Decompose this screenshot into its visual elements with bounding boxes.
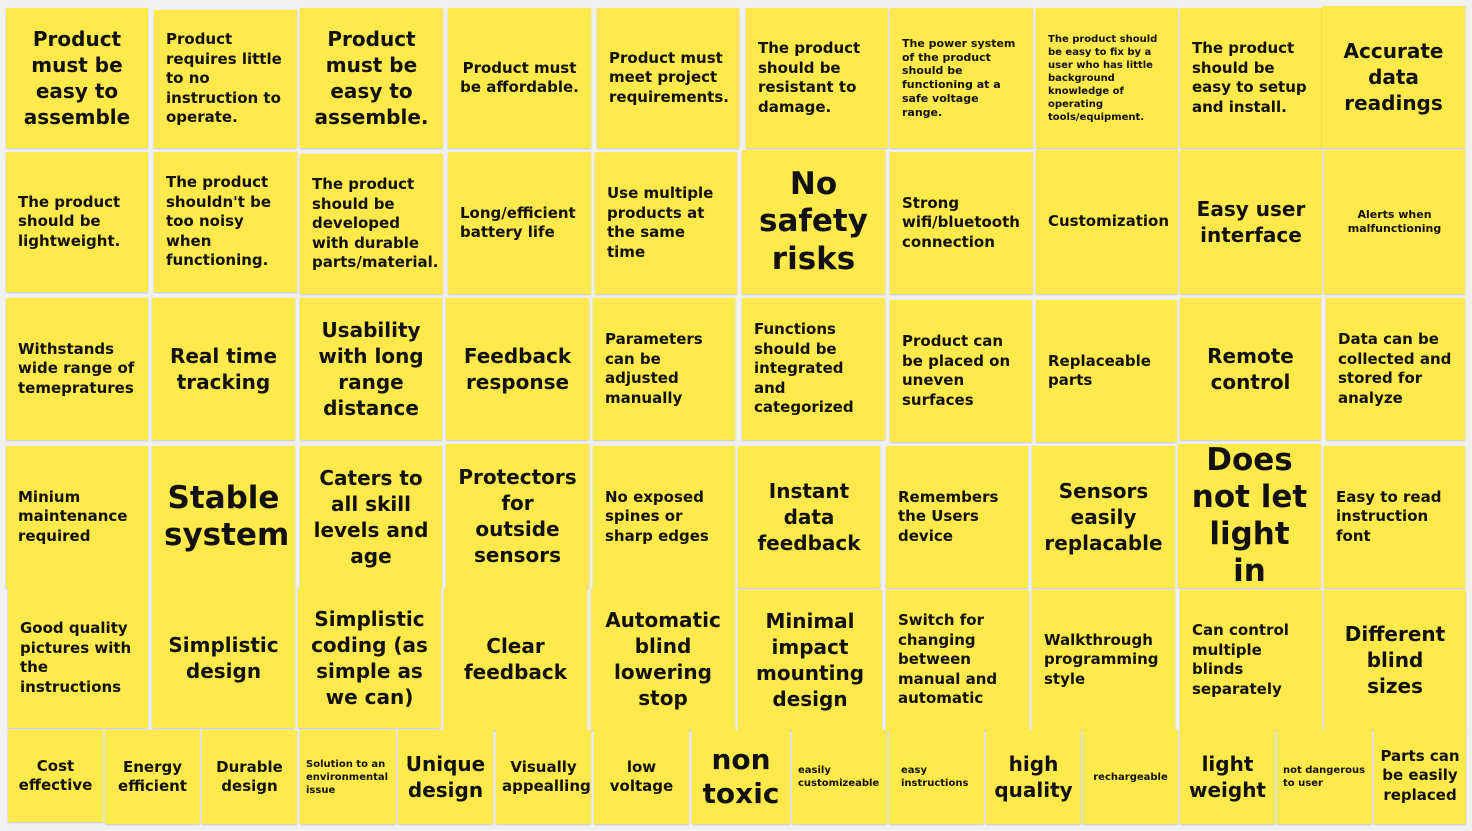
sticky-note[interactable]: The product should be easy to setup and …	[1180, 8, 1322, 148]
sticky-note[interactable]: Energy efficient	[105, 730, 200, 824]
sticky-note[interactable]: The power system of the product should b…	[890, 8, 1033, 148]
sticky-note[interactable]: Accurate data readings	[1322, 6, 1465, 148]
sticky-note[interactable]: Solution to an environmental issue	[300, 730, 396, 824]
sticky-note[interactable]: Does not let light in	[1178, 444, 1321, 588]
sticky-note[interactable]: Product must meet project requirements.	[597, 8, 739, 148]
sticky-note[interactable]: Feedback response	[446, 298, 589, 440]
sticky-note[interactable]: Clear feedback	[444, 588, 587, 730]
sticky-note[interactable]: easy instructions	[889, 730, 984, 824]
sticky-note[interactable]: Usability with long range distance	[300, 298, 442, 440]
sticky-note[interactable]: The product should be developed with dur…	[300, 154, 443, 294]
sticky-note[interactable]: Minimal impact mounting design	[738, 590, 882, 730]
sticky-note[interactable]: Walkthrough programming style	[1032, 590, 1175, 730]
sticky-note[interactable]: Data can be collected and stored for ana…	[1326, 298, 1465, 440]
sticky-note[interactable]: rechargeable	[1083, 730, 1178, 824]
sticky-note[interactable]: Product must be affordable.	[448, 8, 591, 148]
sticky-note[interactable]: Instant data feedback	[738, 446, 880, 588]
sticky-note[interactable]: Parts can be easily replaced	[1374, 728, 1466, 824]
sticky-note[interactable]: Visually appealling	[496, 730, 591, 824]
sticky-note[interactable]: Automatic blind lowering stop	[591, 588, 735, 730]
sticky-note[interactable]: non toxic	[692, 730, 790, 824]
sticky-note[interactable]: Sensors easily replacable	[1032, 446, 1175, 588]
sticky-note[interactable]: Unique design	[398, 730, 493, 824]
sticky-note[interactable]: Parameters can be adjusted manually	[593, 298, 735, 440]
sticky-note[interactable]: Use multiple products at the same time	[595, 152, 737, 294]
sticky-note[interactable]: No exposed spines or sharp edges	[593, 446, 735, 588]
sticky-note[interactable]: Remote control	[1180, 298, 1321, 440]
sticky-note[interactable]: Simplistic design	[152, 588, 295, 728]
sticky-note[interactable]: Product must be easy to assemble	[6, 8, 148, 148]
sticky-note[interactable]: Switch for changing between manual and a…	[886, 590, 1029, 730]
sticky-note[interactable]: Different blind sizes	[1324, 590, 1466, 730]
sticky-note[interactable]: Withstands wide range of temepratures	[6, 298, 148, 440]
sticky-note[interactable]: Caters to all skill levels and age	[300, 446, 442, 588]
sticky-note[interactable]: Strong wifi/bluetooth connection	[890, 152, 1033, 294]
sticky-note[interactable]: Replaceable parts	[1036, 300, 1177, 442]
sticky-note[interactable]: Customization	[1036, 150, 1178, 294]
sticky-note[interactable]: Simplistic coding (as simple as we can)	[298, 588, 441, 728]
sticky-note[interactable]: The product should be lightweight.	[6, 152, 148, 292]
sticky-note[interactable]: Minium maintenance required	[6, 446, 148, 588]
sticky-note[interactable]: Easy to read instruction font	[1324, 446, 1465, 588]
sticky-note[interactable]: Product requires little to no instructio…	[154, 10, 297, 148]
sticky-note[interactable]: Product can be placed on uneven surfaces	[890, 300, 1032, 442]
sticky-note[interactable]: Good quality pictures with the instructi…	[8, 588, 148, 728]
sticky-note[interactable]: Can control multiple blinds separately	[1180, 590, 1322, 730]
sticky-note[interactable]: Remembers the Users device	[886, 446, 1028, 588]
sticky-note[interactable]: light weight	[1180, 730, 1275, 824]
sticky-note[interactable]: The product should be easy to fix by a u…	[1036, 8, 1178, 148]
sticky-note[interactable]: high quality	[986, 730, 1081, 824]
sticky-note[interactable]: Durable design	[202, 730, 297, 824]
sticky-note[interactable]: Product must be easy to assemble.	[300, 8, 443, 148]
sticky-note[interactable]: Real time tracking	[152, 298, 295, 440]
sticky-note[interactable]: easily customizeable	[792, 730, 887, 824]
sticky-note[interactable]: not dangerous to user	[1277, 730, 1372, 824]
sticky-note[interactable]: The product should be resistant to damag…	[746, 8, 888, 148]
sticky-note[interactable]: Protectors for outside sensors	[446, 444, 589, 588]
sticky-note[interactable]: Alerts when malfunctioning	[1324, 150, 1465, 294]
sticky-note[interactable]: No safety risks	[742, 150, 885, 294]
sticky-note[interactable]: low voltage	[594, 730, 689, 824]
sticky-note[interactable]: Functions should be integrated and categ…	[742, 298, 885, 440]
sticky-note[interactable]: Cost effective	[8, 730, 103, 822]
sticky-note[interactable]: Stable system	[152, 446, 295, 588]
sticky-note[interactable]: Easy user interface	[1180, 150, 1322, 294]
sticky-note[interactable]: The product shouldn't be too noisy when …	[154, 152, 297, 292]
sticky-note[interactable]: Long/efficient battery life	[448, 152, 591, 294]
